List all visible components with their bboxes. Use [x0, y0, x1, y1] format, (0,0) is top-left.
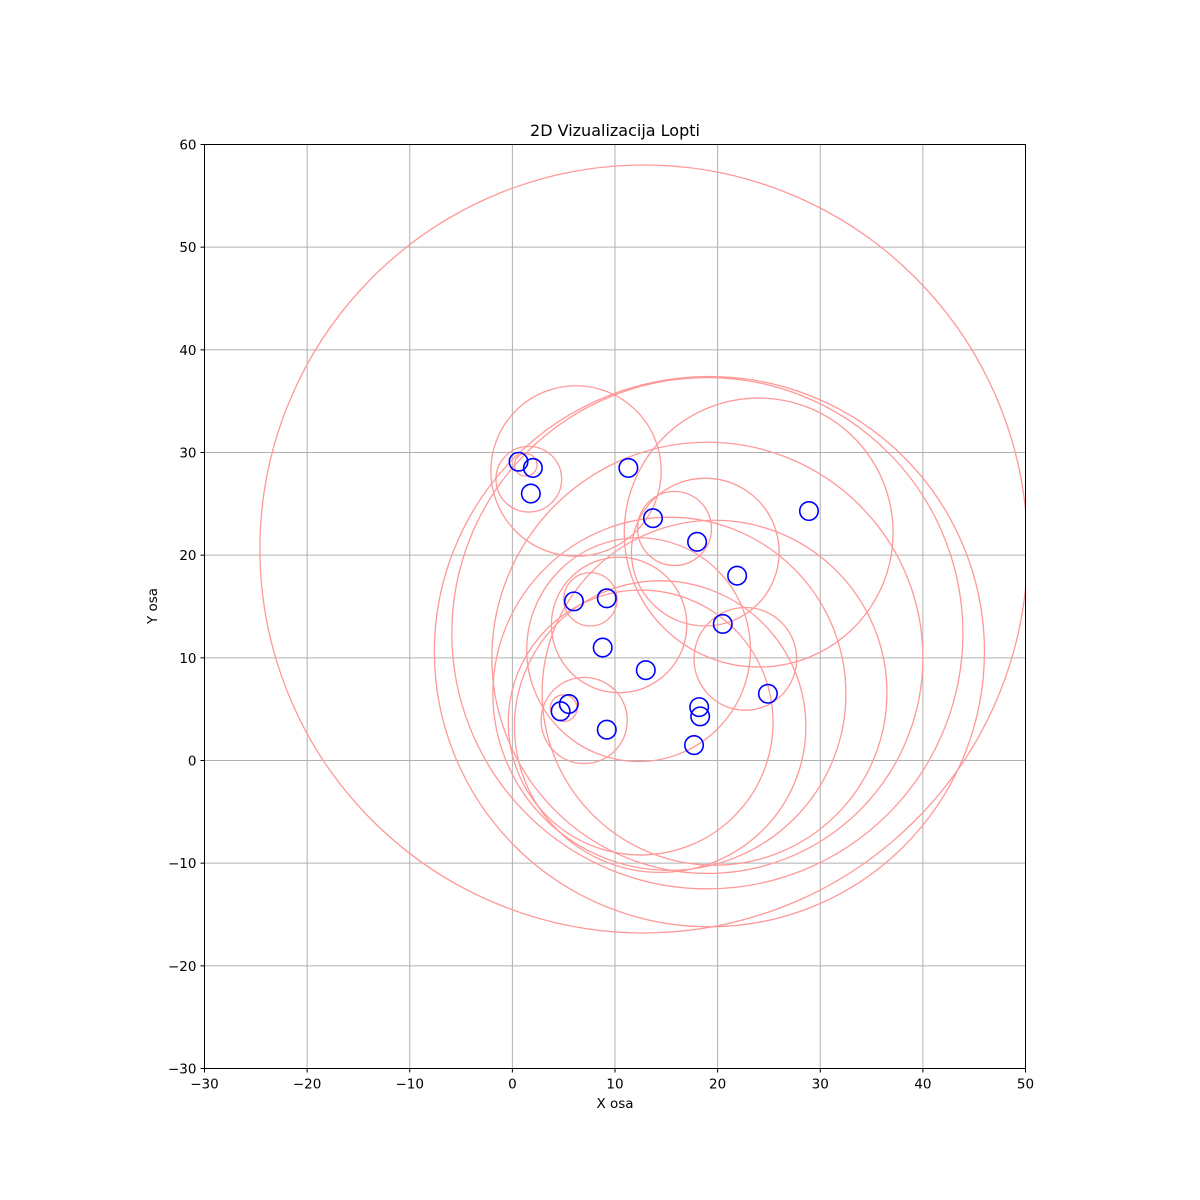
x-tick-label: 20: [709, 1077, 726, 1093]
x-tick-label: −10: [396, 1077, 425, 1093]
x-tick-label: −20: [293, 1077, 322, 1093]
sphere-circle: [451, 376, 964, 890]
sphere-circle: [541, 519, 888, 866]
sphere-circle: [259, 164, 1026, 934]
point-markers: [508, 451, 819, 756]
x-tick-label: 50: [1017, 1077, 1034, 1093]
sphere-circle: [623, 397, 894, 668]
y-tick-label: 20: [179, 548, 196, 564]
sphere-circle: [693, 606, 798, 711]
x-axis-title: X osa: [596, 1096, 633, 1112]
sphere-circles: [259, 164, 1026, 934]
data-point: [687, 531, 708, 552]
sphere-circle: [513, 580, 807, 874]
data-point: [592, 637, 613, 658]
sphere-circle: [550, 556, 688, 694]
data-point: [550, 701, 571, 722]
y-tick-label: −30: [168, 1062, 197, 1078]
sphere-circle: [491, 441, 924, 875]
y-tick-label: 10: [179, 651, 196, 667]
axis-ticks: −30 −20 −10 0 10 20 30 40 50 −30 −20 −10 0 10 20 30 40 50…: [168, 138, 1034, 1093]
x-tick-label: 30: [812, 1077, 829, 1093]
y-axis-title: Y osa: [145, 588, 161, 625]
data-point: [635, 660, 656, 681]
sphere-circle: [636, 490, 713, 567]
sphere-circle: [630, 477, 780, 627]
sphere-circle: [526, 537, 752, 763]
y-tick-label: −10: [168, 856, 197, 872]
x-tick-label: −30: [190, 1077, 219, 1093]
sphere-circle: [495, 445, 563, 513]
y-tick-label: 40: [179, 343, 196, 359]
y-tick-label: −20: [168, 959, 197, 975]
data-point: [618, 457, 639, 478]
y-tick-label: 0: [188, 754, 197, 770]
sphere-circle: [507, 589, 774, 856]
data-point: [596, 588, 617, 609]
data-point: [508, 451, 529, 472]
y-tick-label: 60: [179, 138, 196, 154]
data-point: [563, 591, 584, 612]
sphere-circle: [433, 375, 986, 928]
data-point: [727, 565, 748, 586]
data-point: [683, 735, 705, 756]
chart-title: 2D Vizualizacija Lopti: [530, 121, 700, 140]
data-point: [798, 500, 819, 522]
y-tick-label: 50: [179, 240, 196, 256]
data-point: [757, 683, 778, 704]
data-point: [520, 483, 541, 504]
data-point: [689, 697, 710, 718]
data-point: [596, 719, 617, 740]
data-point: [558, 693, 579, 715]
x-tick-label: 40: [914, 1077, 931, 1093]
data-point: [642, 508, 664, 529]
data-point: [712, 613, 733, 634]
data-point: [522, 457, 543, 478]
sphere-circle: [492, 516, 847, 872]
sphere-circle: [540, 676, 628, 765]
grid: [204, 144, 1026, 1069]
x-tick-label: 0: [508, 1077, 517, 1093]
data-point: [690, 706, 711, 727]
y-tick-label: 30: [179, 446, 196, 462]
x-tick-label: 10: [606, 1077, 623, 1093]
